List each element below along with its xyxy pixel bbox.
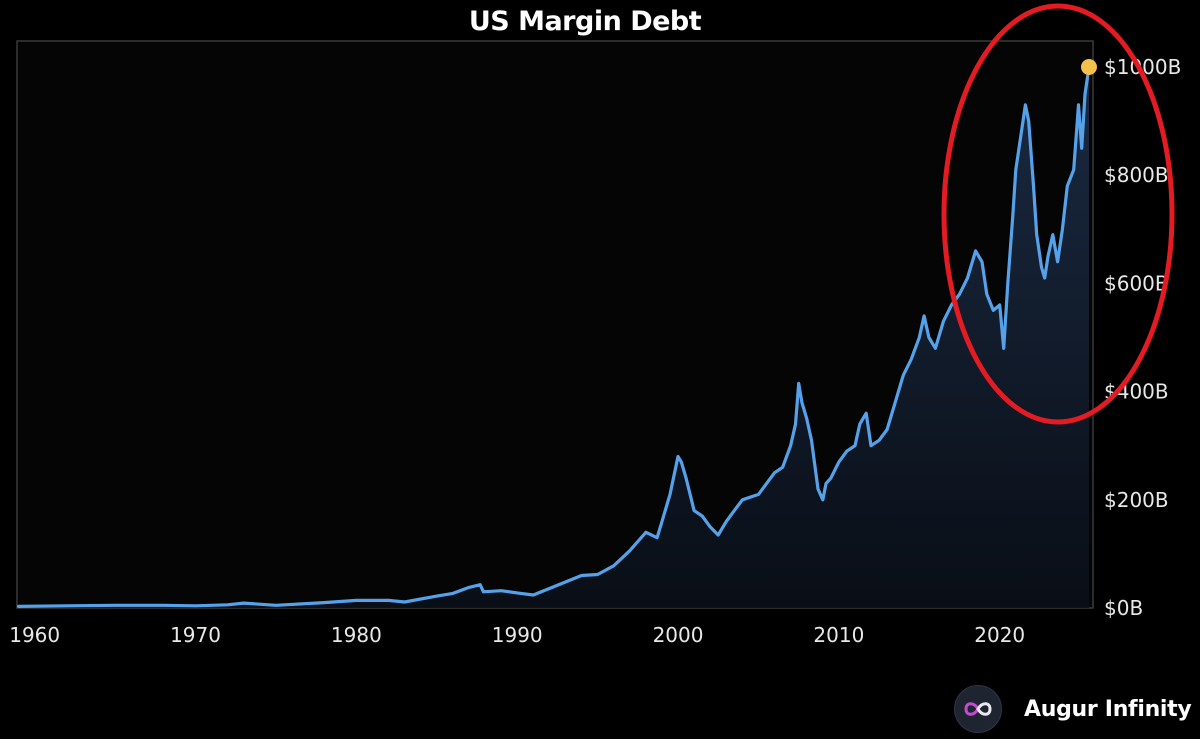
x-tick-label: 2020 [974,623,1025,647]
latest-value-marker [1080,59,1097,75]
y-tick-label: $400B [1104,380,1169,404]
x-tick-label: 1980 [331,623,382,647]
x-tick-label: 2010 [813,623,864,647]
y-tick-label: $800B [1104,163,1169,187]
x-tick-label: 1990 [492,623,543,647]
brand: Augur Infinity [954,683,1192,735]
y-tick-label: $0B [1104,596,1143,620]
y-tick-label: $600B [1104,271,1169,295]
infinity-logo-icon [954,685,1002,733]
y-tick-label: $200B [1104,488,1169,512]
brand-name: Augur Infinity [1024,696,1192,722]
series-line [17,65,1091,608]
series-area [18,67,1090,608]
chart-title: US Margin Debt [468,6,702,37]
x-tick-label: 1960 [9,623,60,647]
highlight-ellipse [941,3,1175,425]
x-tick-label: 1970 [170,623,221,647]
x-tick-label: 2000 [653,623,704,647]
